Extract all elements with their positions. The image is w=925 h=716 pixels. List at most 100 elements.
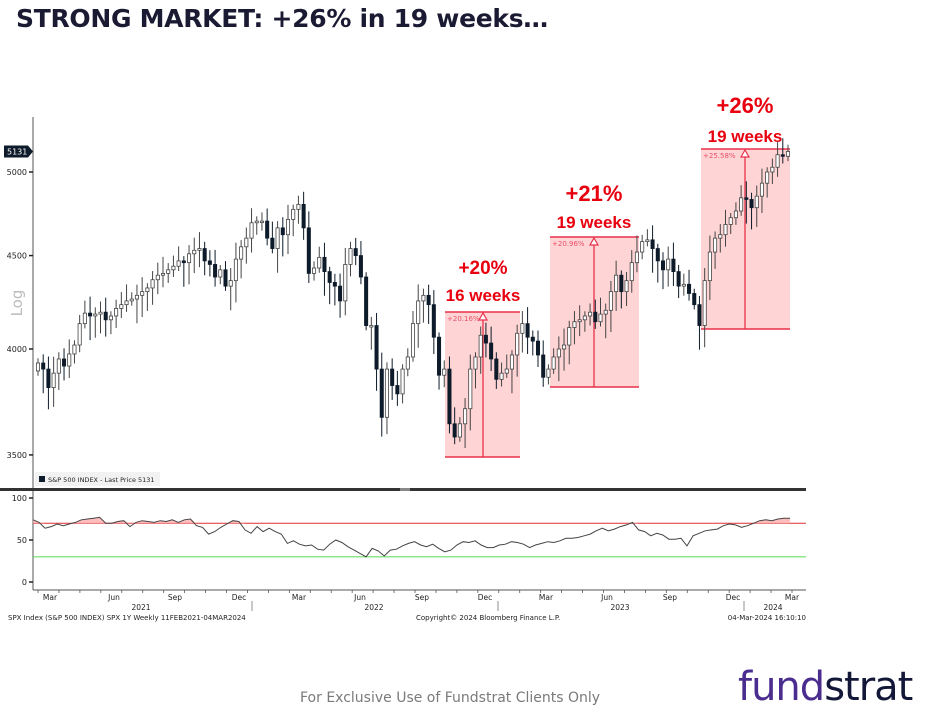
candle-up: [582, 315, 587, 321]
candle-up: [588, 311, 593, 317]
candle-up: [171, 265, 176, 271]
y-tick-label: 3500: [7, 451, 27, 460]
candle-up: [119, 304, 124, 309]
candle-down: [687, 283, 692, 294]
candle-up: [515, 332, 520, 356]
candle-up: [556, 348, 561, 358]
rsi-tick-label: 0: [22, 578, 27, 587]
candle-up: [728, 217, 733, 225]
candle-up: [572, 321, 577, 328]
candle-up: [259, 220, 264, 223]
candle-up: [473, 356, 478, 370]
candle-up: [369, 325, 374, 328]
candle-down: [306, 227, 311, 274]
candle-up: [348, 248, 353, 265]
candle-up: [442, 368, 447, 376]
chart-copyright: Copyright© 2024 Bloomberg Finance L.P.: [416, 614, 560, 622]
candle-up: [504, 368, 509, 374]
x-month-label: Dec: [232, 593, 247, 602]
candle-up: [754, 195, 759, 209]
y-tick-label: 4500: [7, 252, 27, 261]
candle-down: [676, 271, 681, 287]
candle-up: [416, 300, 421, 325]
candle-up: [733, 210, 738, 219]
candle-up: [546, 368, 551, 378]
candle-up: [400, 368, 405, 395]
x-year-label: 2023: [610, 603, 629, 612]
pane-divider-handle: [400, 488, 410, 491]
candle-down: [62, 358, 67, 367]
logo-part-fund: fund: [738, 664, 825, 710]
rally-pct-label: +21%: [566, 181, 623, 206]
candle-up: [759, 182, 764, 197]
candle-up: [343, 264, 348, 302]
candle-up: [233, 258, 238, 282]
candle-down: [619, 274, 624, 293]
candle-up: [134, 294, 139, 300]
footer-disclaimer: For Exclusive Use of Fundstrat Clients O…: [300, 690, 601, 706]
candle-up: [77, 323, 82, 346]
candle-up: [645, 239, 650, 242]
rally-weeks-label: 16 weeks: [446, 286, 521, 305]
candle-up: [98, 311, 103, 315]
candle-down: [280, 227, 285, 236]
candle-down: [332, 282, 337, 287]
candle-up: [218, 269, 223, 278]
candle-down: [489, 342, 494, 360]
candle-up: [785, 151, 791, 157]
last-price-tag: [4, 145, 33, 158]
candle-down: [431, 304, 436, 338]
legend-label: S&P 500 INDEX - Last Price 5131: [48, 476, 155, 484]
rsi-tick-label: 100: [12, 494, 27, 503]
candle-down: [41, 362, 46, 370]
x-month-label: Sep: [415, 593, 429, 602]
candle-down: [494, 358, 499, 380]
candle-up: [176, 260, 181, 267]
candle-down: [46, 368, 51, 389]
candle-up: [598, 313, 603, 323]
candle-down: [780, 154, 785, 157]
candle-up: [93, 313, 98, 317]
candle-up: [197, 248, 202, 251]
candle-up: [551, 356, 556, 370]
candle-up: [624, 280, 629, 293]
candle-up: [129, 298, 134, 302]
x-month-label: Sep: [663, 593, 677, 602]
candle-up: [296, 203, 301, 210]
candle-up: [166, 269, 171, 274]
y-tick-label: 5000: [7, 168, 27, 177]
rsi-overbought-fill: [33, 517, 790, 524]
x-month-label: Jun: [353, 593, 366, 602]
x-year-label: 2021: [131, 603, 150, 612]
candle-down: [697, 304, 702, 326]
candle-up: [468, 368, 473, 410]
candle-up: [770, 166, 775, 173]
candle-up: [723, 224, 728, 236]
rsi-tick-label: 50: [17, 536, 27, 545]
candle-up: [187, 253, 192, 264]
candle-down: [390, 368, 395, 386]
up-arrow-icon: [739, 148, 751, 158]
candle-up: [520, 323, 525, 334]
candle-down: [358, 255, 363, 278]
candle-down: [379, 368, 384, 418]
candle-down: [202, 248, 207, 262]
chart-timestamp: 04-Mar-2024 16:10:10: [728, 614, 806, 622]
candle-up: [384, 368, 389, 418]
candle-up: [713, 237, 718, 253]
rally-box-pct: +25.58%: [703, 152, 736, 160]
x-month-label: Mar: [785, 593, 800, 602]
candle-up: [254, 220, 259, 224]
candle-down: [660, 260, 666, 271]
candle-down: [530, 336, 535, 342]
candle-up: [567, 327, 572, 346]
candle-up: [291, 208, 296, 220]
candle-down: [223, 269, 228, 287]
rally-box-pct: +20.96%: [552, 240, 585, 248]
candle-up: [150, 279, 155, 289]
candle-up: [499, 372, 504, 380]
candle-up: [140, 291, 145, 296]
candle-up: [114, 308, 119, 317]
candle-up: [577, 319, 582, 323]
candle-up: [681, 283, 686, 287]
